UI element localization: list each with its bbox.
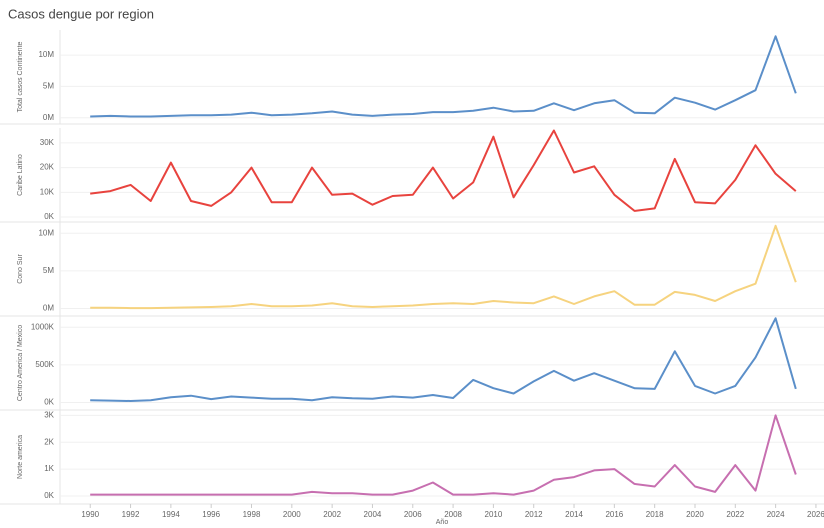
y-tick-label: 3K [44,410,54,419]
y-tick-label: 20K [40,163,55,172]
y-tick-label: 2K [44,437,54,446]
chart-title: Casos dengue por region [8,6,154,21]
x-tick-label: 1996 [202,510,220,519]
y-axis-label: Centro America / Mexico [17,325,24,401]
y-tick-label: 0K [44,491,54,500]
x-tick-label: 2000 [283,510,301,519]
x-tick-label: 2022 [726,510,744,519]
y-axis-label: Total casos Continente [17,41,24,112]
x-tick-label: 2026 [807,510,824,519]
x-tick-label: 1994 [162,510,180,519]
y-tick-label: 1K [44,464,54,473]
x-tick-label: 2008 [444,510,462,519]
x-tick-label: 1990 [81,510,99,519]
y-tick-label: 1000K [31,322,55,331]
y-tick-label: 0M [43,113,54,122]
y-tick-label: 30K [40,138,55,147]
y-axis-label: Cono Sur [17,254,24,284]
x-tick-label: 2014 [565,510,583,519]
data-line [90,414,797,496]
x-tick-label: 2020 [686,510,704,519]
x-tick-label: 2016 [605,510,623,519]
y-tick-label: 10M [38,228,54,237]
data-line [90,35,797,118]
y-tick-label: 500K [35,360,54,369]
data-line [90,224,797,310]
y-tick-label: 5M [43,82,54,91]
y-tick-label: 0M [43,304,54,313]
x-tick-label: 2012 [525,510,543,519]
y-tick-label: 10M [38,50,54,59]
x-tick-label: 2010 [485,510,503,519]
y-tick-label: 0K [44,212,54,221]
x-tick-label: 2024 [767,510,785,519]
x-tick-label: 2018 [646,510,664,519]
x-tick-label: 2004 [364,510,382,519]
x-tick-label: 2002 [323,510,341,519]
x-tick-label: 2006 [404,510,422,519]
data-line [90,317,797,402]
y-tick-label: 10K [40,187,55,196]
x-tick-label: 1992 [122,510,140,519]
data-line [90,129,797,212]
y-axis-label: Caribe Latino [17,154,24,196]
y-tick-label: 0K [44,398,54,407]
y-axis-label: Norte america [17,435,24,479]
x-axis-label: Año [436,519,449,526]
x-tick-label: 1998 [243,510,261,519]
y-tick-label: 5M [43,266,54,275]
